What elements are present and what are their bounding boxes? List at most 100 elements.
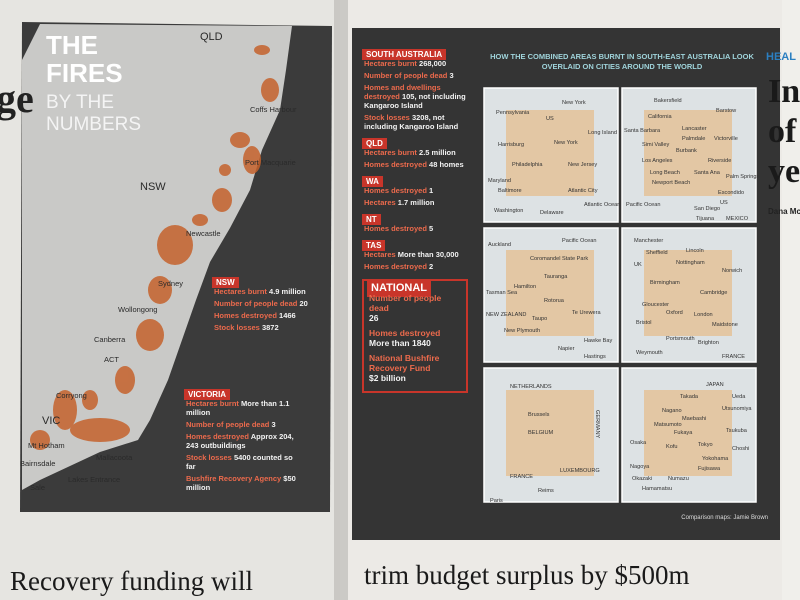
stat-value: 5400 counted so far	[186, 453, 293, 471]
map-place-label: Burbank	[676, 148, 697, 154]
subtitle: NUMBERS	[46, 114, 141, 135]
map-place-label: Escondido	[718, 190, 744, 196]
side-headline: In	[768, 73, 800, 110]
map-place-label: Tauranga	[544, 274, 568, 280]
stat-label: Stock losses	[364, 113, 410, 122]
stat-label: Hectares burnt	[186, 399, 239, 408]
stat-label: Homes destroyed	[369, 328, 441, 338]
map-place-label: Yokohama	[702, 456, 729, 462]
stat-item: Homes destroyed 5	[364, 224, 468, 233]
map-place-label: Long Island	[588, 130, 617, 136]
map-place-label: California	[648, 114, 673, 120]
stat-heading: NT	[362, 214, 381, 225]
stat-value: 3	[449, 71, 454, 80]
comparison-map: Pennsylvania New York US New York Long Islan…	[483, 87, 620, 223]
map-place-label: Washington	[494, 208, 523, 214]
map-place-label: Tokyo	[698, 442, 713, 448]
map-place-label: Atlantic Ocean	[584, 202, 620, 208]
map-place-label: Hamilton	[514, 284, 536, 290]
map-place-label: Hawke Bay	[584, 338, 612, 344]
map-place-label: LUXEMBOURG	[560, 468, 600, 474]
stat-label: Number of people dead	[214, 299, 298, 308]
stat-item: Number of people dead 20	[214, 299, 308, 308]
stat-item: Homes destroyed 1466	[214, 311, 308, 320]
subtitle: BY THE	[46, 92, 114, 113]
map-place-label: Coromandel State Park	[530, 256, 588, 262]
map-place-label: San Diego	[694, 206, 720, 212]
stat-heading: QLD	[362, 138, 387, 149]
stat-value: More than 30,000	[397, 250, 459, 259]
burnt-overlay	[644, 250, 732, 336]
stat-item: Homes destroyed 1	[364, 186, 468, 195]
burnt-overlay	[644, 110, 732, 196]
map-place-label: Ueda	[732, 394, 746, 400]
stat-block: WA Homes destroyed 1 Hectares 1.7 million	[362, 176, 468, 210]
stat-item: Hectares burnt 2.5 million	[364, 148, 468, 157]
stat-value: 3208, not including Kangaroo Island	[364, 113, 459, 131]
stat-item: Number of people dead 3	[364, 71, 468, 80]
stat-item: National Bushfire Recovery Fund $2 billi…	[369, 353, 463, 383]
stat-block: NT Homes destroyed 5	[362, 214, 468, 236]
map-place-label: Auckland	[488, 242, 511, 248]
land	[22, 24, 292, 490]
map-place-label: Tasman Sea	[486, 290, 518, 296]
stat-label: Hectares burnt	[364, 59, 417, 68]
map-label: Mt Hotham	[28, 441, 65, 450]
stat-value: More than 1840	[369, 338, 431, 348]
map-place-label: Napier	[558, 346, 575, 352]
burnt-overlay	[506, 250, 594, 336]
map-place-label: Riverside	[708, 158, 731, 164]
side-column	[782, 0, 800, 600]
map-place-label: FRANCE	[722, 354, 745, 360]
stat-block: NSW Hectares burnt 4.9 million Number of p…	[212, 277, 308, 335]
map-place-label: New Plymouth	[504, 328, 540, 334]
map-place-label: Brussels	[528, 412, 550, 418]
map-place-label: Reims	[538, 488, 554, 494]
map-place-label: US	[546, 116, 554, 122]
map-place-label: Newport Beach	[652, 180, 690, 186]
stat-label: Stock losses	[186, 453, 232, 462]
stat-heading: WA	[362, 176, 383, 187]
headline: Recovery funding will	[10, 566, 253, 596]
map-place-label: Hamamatsu	[642, 486, 672, 492]
stat-value: 268,000	[419, 59, 447, 68]
stat-item: Hectares 1.7 million	[364, 198, 468, 207]
map-place-label: Kofu	[666, 444, 678, 450]
stat-label: Homes destroyed	[214, 311, 277, 320]
title: FIRES	[46, 58, 123, 88]
map-place-label: Maebashi	[682, 416, 706, 422]
stat-item: Stock losses 5400 counted so far	[186, 453, 302, 471]
map-place-label: NETHERLANDS	[510, 384, 552, 390]
stat-item: Number of people dead 3	[186, 420, 302, 429]
map-label: Sale	[30, 483, 45, 492]
map-place-label: Paris	[490, 498, 503, 504]
map-place-label: Weymouth	[636, 350, 663, 356]
stat-value: 1466	[279, 311, 296, 320]
stat-value: 2	[429, 262, 434, 271]
stat-heading: VICTORIA	[184, 389, 231, 400]
side-headline: ye	[768, 153, 800, 190]
stat-item: Number of people dead 26	[369, 293, 463, 323]
map-place-label: Portsmouth	[666, 336, 695, 342]
map-place-label: NEW ZEALAND	[486, 312, 526, 318]
stat-item: Hectares burnt 4.9 million	[214, 287, 308, 296]
map-place-label: Lincoln	[686, 248, 704, 254]
map-place-label: Choshi	[732, 446, 749, 452]
map-place-label: UK	[634, 262, 642, 268]
map-place-label: BELGIUM	[528, 430, 554, 436]
map-place-label: Gloucester	[642, 302, 669, 308]
byline: Dana Mc	[768, 207, 800, 216]
stat-value: 3872	[261, 323, 279, 332]
stat-item: Homes destroyed More than 1840	[369, 328, 463, 348]
map-place-label: Santa Ana	[694, 170, 721, 176]
stat-label: Number of people dead	[369, 293, 442, 313]
map-place-label: MEXICO	[726, 216, 749, 222]
map-label: Newcastle	[186, 229, 221, 238]
map-label: Coffs Harbour	[250, 105, 297, 114]
map-place-label: Utsunomiya	[722, 406, 752, 412]
stat-value: Approx 204, 243 outbuildings	[186, 432, 294, 450]
stat-label: Homes destroyed	[364, 262, 427, 271]
gutter	[334, 0, 348, 600]
stat-label: Homes and dwellings destroyed	[364, 83, 441, 101]
